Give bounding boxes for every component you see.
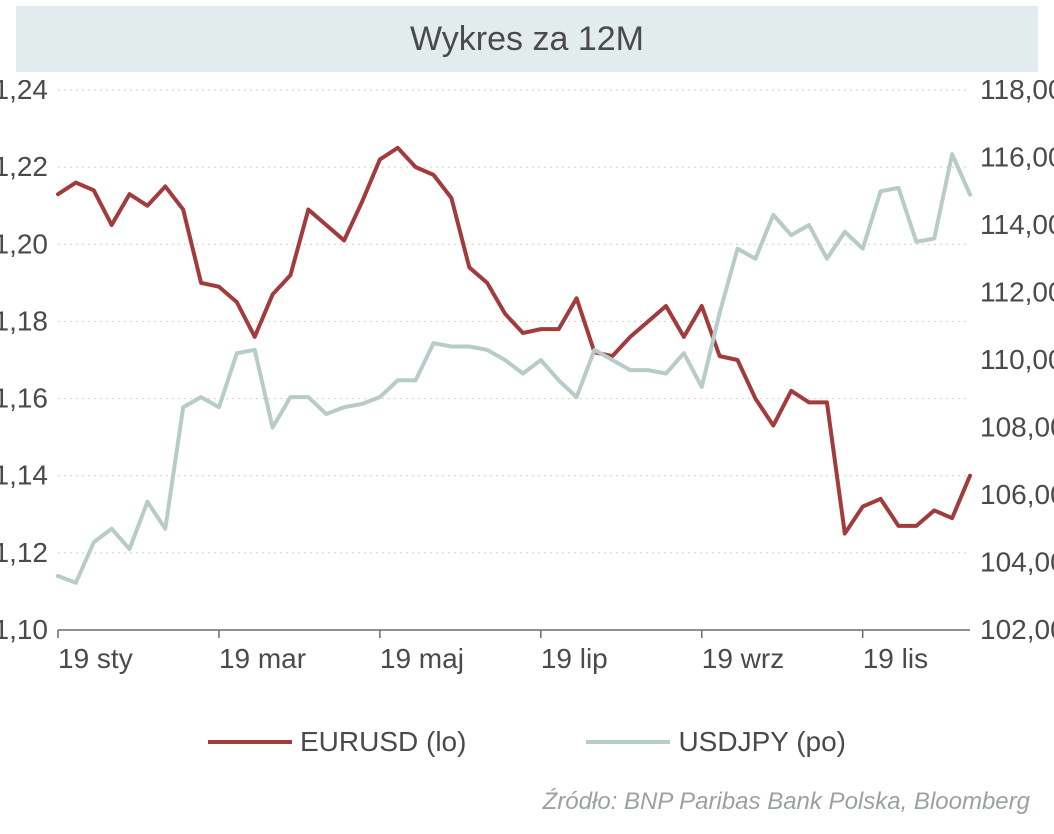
svg-text:110,00: 110,00 <box>980 344 1054 375</box>
svg-text:1,20: 1,20 <box>0 228 48 259</box>
svg-text:116,00: 116,00 <box>980 142 1054 173</box>
svg-text:19 lis: 19 lis <box>863 643 928 674</box>
legend-label-1: EURUSD (lo) <box>300 726 466 758</box>
legend-label-2: USDJPY (po) <box>678 726 846 758</box>
svg-text:19 wrz: 19 wrz <box>702 643 784 674</box>
svg-text:1,16: 1,16 <box>0 383 48 414</box>
svg-text:112,00: 112,00 <box>980 277 1054 308</box>
svg-text:19 maj: 19 maj <box>380 643 464 674</box>
title-bar: Wykres za 12M <box>16 6 1038 72</box>
chart-area: 19 sty 19 mar 19 maj 19 lip 19 wrz 19 lis 1,10… <box>0 80 1054 720</box>
svg-text:1,14: 1,14 <box>0 460 48 491</box>
svg-text:106,00: 106,00 <box>980 479 1054 510</box>
legend-item-2: USDJPY (po) <box>586 726 846 758</box>
svg-text:1,10: 1,10 <box>0 614 48 645</box>
legend-item-1: EURUSD (lo) <box>208 726 466 758</box>
svg-text:19 lip: 19 lip <box>541 643 608 674</box>
legend: EURUSD (lo) USDJPY (po) <box>0 720 1054 764</box>
svg-text:1,12: 1,12 <box>0 537 48 568</box>
svg-text:1,24: 1,24 <box>0 80 48 105</box>
svg-text:1,18: 1,18 <box>0 305 48 336</box>
svg-text:1,22: 1,22 <box>0 151 48 182</box>
legend-swatch-1 <box>208 740 292 744</box>
svg-text:19 mar: 19 mar <box>219 643 306 674</box>
chart-container: Wykres za 12M 19 sty19 mar19 maj19 lip19… <box>0 0 1054 834</box>
svg-text:104,00: 104,00 <box>980 547 1054 578</box>
svg-text:102,00: 102,00 <box>980 614 1054 645</box>
chart-svg: 19 sty 19 mar 19 maj 19 lip 19 wrz 19 lis 1,10… <box>0 80 1054 720</box>
svg-text:19 sty: 19 sty <box>58 643 133 674</box>
chart-title: Wykres za 12M <box>410 20 644 59</box>
source-text: Źródło: BNP Paribas Bank Polska, Bloombe… <box>543 788 1030 816</box>
svg-text:108,00: 108,00 <box>980 412 1054 443</box>
svg-text:114,00: 114,00 <box>980 209 1054 240</box>
svg-text:118,00: 118,00 <box>980 80 1054 105</box>
legend-swatch-2 <box>586 740 670 744</box>
